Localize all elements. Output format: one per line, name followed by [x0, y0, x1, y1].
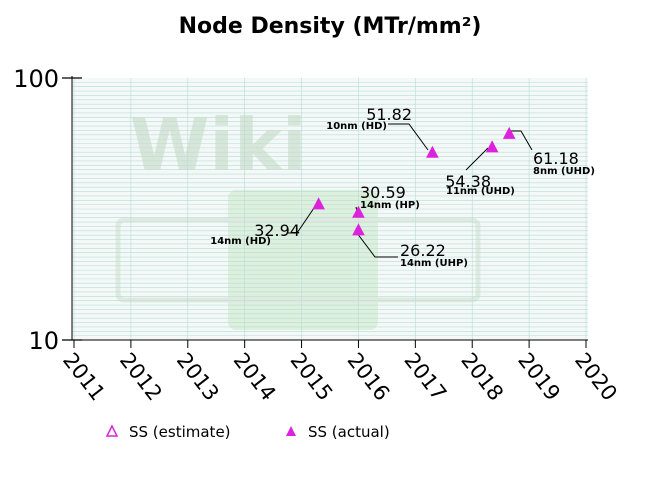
- watermark-text: Wiki: [130, 103, 307, 187]
- data-point-triangle: [312, 197, 325, 210]
- value-label: 32.94: [254, 221, 300, 240]
- data-points: [312, 126, 516, 236]
- annotation-leader: [356, 232, 398, 258]
- y-tick-labels: 10 100: [13, 65, 59, 355]
- x-tick-label: 2019: [513, 348, 565, 405]
- legend: SS (estimate) SS (actual): [105, 423, 390, 441]
- watermark-board: [115, 217, 481, 303]
- grid: [72, 78, 588, 340]
- annotation-leader: [388, 123, 429, 151]
- node-label: 14nm (UHP): [400, 258, 468, 269]
- annotation-leader: [465, 147, 489, 171]
- node-label: 11nm (UHD): [446, 186, 515, 197]
- data-point-triangle: [502, 126, 516, 139]
- x-tick-label: 2013: [172, 348, 224, 405]
- x-tick-labels: 2011 2012 2013 2014 2015 2016 2017 2018 2019 2020: [58, 348, 622, 405]
- x-tick-label: 2012: [115, 348, 167, 405]
- node-label: 14nm (HP): [360, 200, 420, 211]
- x-tick-label: 2020: [570, 348, 622, 405]
- data-point-triangle: [485, 140, 499, 153]
- value-label: 54.38: [445, 172, 491, 191]
- legend-label: SS (actual): [308, 423, 390, 441]
- x-tick-label: 2016: [343, 348, 395, 405]
- y-tick-label: 10: [28, 327, 59, 355]
- chart-title: Node Density (MTr/mm²): [179, 14, 482, 39]
- node-label: 10nm (HD): [326, 121, 387, 132]
- x-tick-label: 2014: [229, 348, 281, 405]
- data-point-triangle: [352, 223, 365, 236]
- x-tick-label: 2018: [456, 348, 508, 405]
- annotation-leader: [508, 130, 533, 151]
- y-tick-label: 100: [13, 65, 59, 93]
- annotation-leader: [288, 207, 315, 234]
- legend-label: SS (estimate): [129, 423, 231, 441]
- x-tick-label: 2017: [399, 348, 451, 405]
- x-tick-label: 2011: [58, 348, 110, 405]
- axes: [62, 76, 588, 348]
- value-label: 61.18: [533, 149, 579, 168]
- data-point-triangle: [352, 205, 365, 218]
- watermark-chip: [228, 190, 378, 330]
- data-point-triangle: [426, 145, 439, 158]
- legend-marker-filled: [286, 426, 296, 436]
- legend-marker-open: [105, 424, 119, 437]
- value-label: 51.82: [366, 105, 412, 124]
- x-tick-label: 2015: [286, 348, 338, 405]
- value-label: 30.59: [360, 183, 406, 202]
- value-label: 26.22: [400, 241, 446, 260]
- node-label: 8nm (UHD): [533, 166, 595, 177]
- node-label: 14nm (HD): [210, 236, 271, 247]
